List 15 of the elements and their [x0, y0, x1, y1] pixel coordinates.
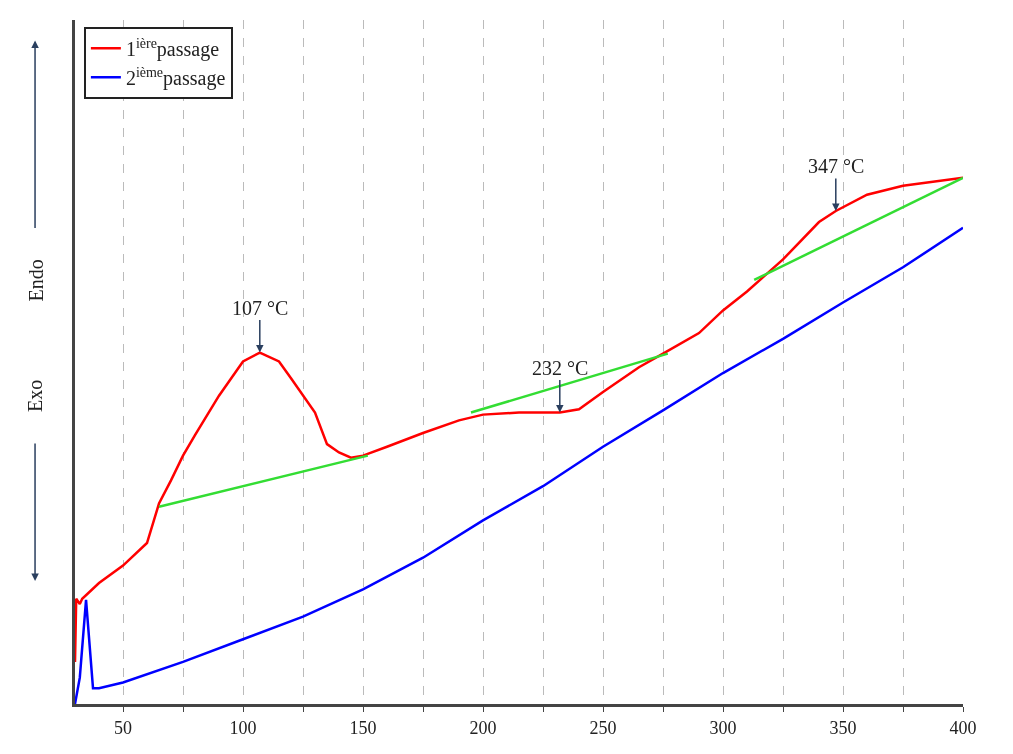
x-tick-label: 350: [829, 717, 857, 738]
text: Endo: [24, 259, 47, 302]
x-tick-label: 50: [114, 717, 132, 738]
x-tick-label: 400: [949, 717, 977, 738]
x-tick-label: 300: [709, 717, 737, 738]
x-tick-label: 150: [349, 717, 377, 738]
annotation: 347 °C: [808, 155, 865, 177]
text: Exo: [24, 379, 47, 412]
legend-label: 2$^{ième}$passage: [125, 64, 226, 91]
annotation: 107 °C: [232, 297, 289, 319]
annotation: 232 °C: [532, 357, 589, 379]
legend-label: 1$^{ière}$passage: [125, 35, 220, 62]
x-tick-label: 100: [229, 717, 257, 738]
x-tick-label: 200: [469, 717, 497, 738]
x-tick-label: 250: [589, 717, 617, 738]
